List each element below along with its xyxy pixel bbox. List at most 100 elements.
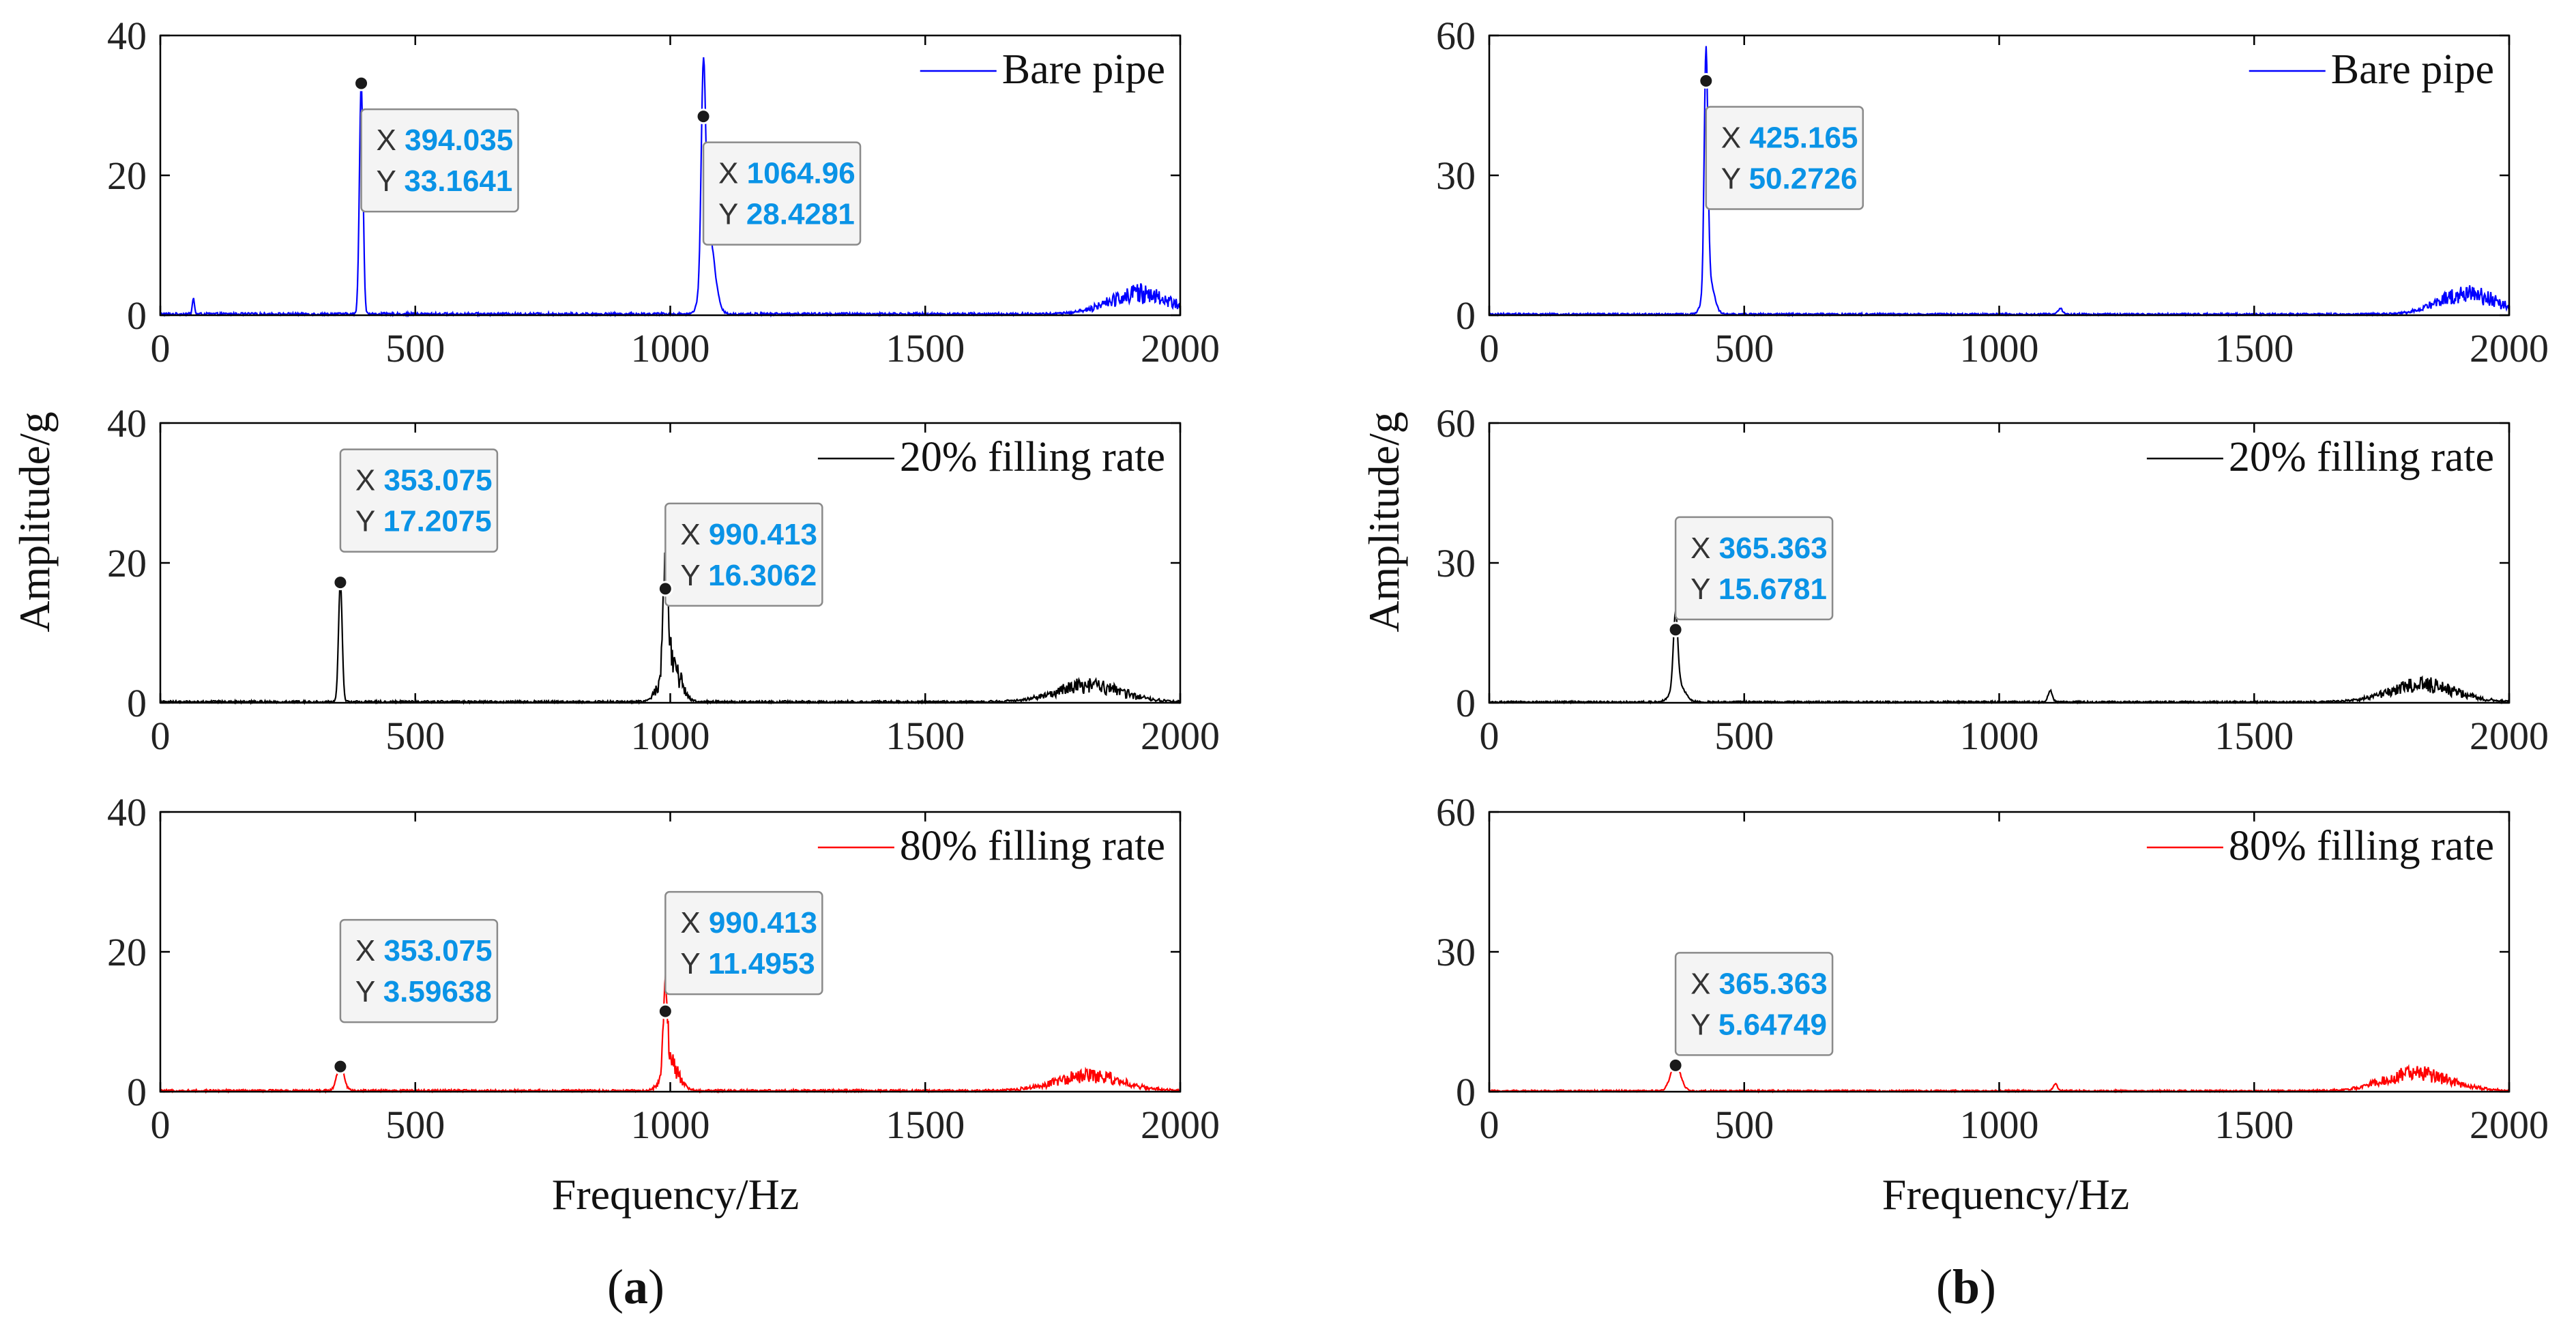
y-tick-label-a-1: 20 (107, 154, 147, 198)
y-tick-label-a-1: 0 (127, 293, 147, 338)
ylabel-a: Amplitude/g (10, 411, 59, 633)
datatip-x-value: 990.413 (709, 906, 817, 940)
y-tick-label-b-1: 30 (1436, 154, 1476, 198)
x-tick-label-b-3: 1000 (1960, 1103, 2039, 1147)
datatip-x-value: 990.413 (709, 518, 817, 551)
datatip-x-label: X (1721, 121, 1750, 154)
datatip-y-row: Y 5.64749 (1690, 1008, 1827, 1041)
datatip-y-label: Y (680, 947, 708, 980)
y-tick-label-b-2: 0 (1456, 681, 1476, 725)
series-line-a-2 (160, 552, 1181, 706)
datatip-b-1-0[interactable]: X 425.165 Y 50.2726 (1698, 72, 1864, 210)
y-tick-label-b-2: 60 (1436, 401, 1476, 446)
datatip-y-label: Y (355, 505, 383, 538)
y-tick-label-b-1: 0 (1456, 293, 1476, 338)
y-tick-label-b-1: 60 (1436, 14, 1476, 58)
datatip-y-label: Y (377, 164, 405, 198)
chart-a-2: 0 500 1000 1500 2000 0 20 40 20% filling rate X 3… (107, 401, 1220, 758)
datatip-y-label: Y (355, 975, 383, 1008)
x-tick-label-a-3: 0 (151, 1103, 171, 1147)
series-line-b-2 (1489, 611, 2510, 705)
x-tick-label-b-3: 0 (1480, 1103, 1499, 1147)
y-tick-label-a-3: 20 (107, 930, 147, 974)
datatip-y-row: Y 33.1641 (377, 164, 513, 198)
datatip-y-row: Y 50.2726 (1721, 162, 1858, 195)
datatip-y-row: Y 28.4281 (718, 198, 855, 231)
y-tick-label-a-1: 40 (107, 14, 147, 58)
datatip-box (1674, 952, 1834, 1056)
datatip-x-value: 425.165 (1749, 121, 1858, 154)
datatip-x-row: X 425.165 (1721, 121, 1858, 154)
x-tick-label-b-2: 2000 (2470, 714, 2549, 758)
datatip-x-label: X (680, 906, 709, 940)
x-tick-label-b-3: 500 (1714, 1103, 1774, 1147)
y-tick-label-b-3: 30 (1436, 930, 1476, 974)
legend-label-a-1: Bare pipe (1002, 46, 1165, 93)
datatip-marker[interactable] (353, 75, 370, 91)
datatip-marker[interactable] (1698, 72, 1714, 89)
datatip-b-3-0[interactable]: X 365.363 Y 5.64749 (1667, 952, 1834, 1073)
datatip-marker[interactable] (332, 575, 349, 591)
ylabel-b: Amplitude/g (1360, 411, 1408, 633)
x-tick-label-b-1: 0 (1480, 326, 1499, 370)
datatip-x-value: 365.363 (1719, 967, 1828, 1000)
datatip-box (339, 448, 499, 553)
datatip-marker[interactable] (1667, 1057, 1684, 1073)
y-tick-label-b-2: 30 (1436, 541, 1476, 585)
datatip-a-1-1[interactable]: X 1064.96Y 28.4281 (695, 108, 862, 246)
x-tick-label-b-3: 1500 (2214, 1103, 2294, 1147)
legend-label-b-3: 80% filling rate (2229, 823, 2494, 869)
legend-label-b-2: 20% filling rate (2229, 434, 2494, 480)
datatip-x-row: X 353.075 (355, 464, 493, 497)
datatip-marker[interactable] (332, 1058, 349, 1075)
datatip-marker[interactable] (1667, 622, 1684, 638)
datatip-y-value: 16.3062 (708, 559, 817, 592)
datatip-y-value: 11.4953 (708, 947, 815, 980)
datatip-x-row: X 365.363 (1690, 967, 1828, 1000)
datatip-marker[interactable] (657, 1003, 673, 1019)
xlabel-a: Frequency/Hz (552, 1170, 800, 1219)
x-tick-label-b-1: 2000 (2470, 326, 2549, 370)
x-tick-label-a-3: 2000 (1141, 1103, 1220, 1147)
chart-a-3: 0 500 1000 1500 2000 0 20 40 80% filling rate X 3… (107, 790, 1220, 1147)
datatip-marker[interactable] (695, 108, 712, 125)
datatip-marker[interactable] (657, 581, 673, 597)
datatip-box (1674, 516, 1834, 621)
datatip-y-value: 50.2726 (1749, 162, 1858, 195)
datatip-y-value: 17.2075 (383, 505, 492, 538)
x-tick-label-b-1: 1000 (1960, 326, 2039, 370)
datatip-x-value: 353.075 (384, 934, 493, 968)
chart-b-3: 0 500 1000 1500 2000 0 30 60 80% filling rate X 3… (1436, 790, 2549, 1147)
datatip-x-label: X (377, 123, 405, 157)
datatip-y-label: Y (718, 198, 746, 231)
legend-label-b-1: Bare pipe (2331, 46, 2494, 93)
x-tick-label-a-1: 1500 (886, 326, 965, 370)
datatip-y-value: 5.64749 (1718, 1008, 1827, 1041)
datatip-x-label: X (680, 518, 709, 551)
x-tick-label-b-2: 0 (1480, 714, 1499, 758)
datatip-x-label: X (1690, 532, 1719, 565)
datatip-x-label: X (355, 464, 384, 497)
datatip-x-row: X 365.363 (1690, 532, 1828, 565)
datatip-y-value: 3.59638 (383, 975, 492, 1008)
datatip-x-label: X (355, 934, 384, 968)
legend-a-1: Bare pipe (920, 46, 1165, 93)
datatip-box (664, 502, 823, 607)
xlabel-b: Frequency/Hz (1882, 1170, 2130, 1219)
y-tick-label-a-3: 40 (107, 790, 147, 834)
panel-label-b: (b) (1936, 1260, 1996, 1314)
datatip-x-label: X (718, 157, 747, 190)
x-tick-label-a-1: 2000 (1141, 326, 1220, 370)
datatip-x-value: 353.075 (384, 464, 493, 497)
x-tick-label-a-2: 1000 (631, 714, 710, 758)
series-line-a-3 (160, 975, 1181, 1094)
x-tick-label-b-2: 1000 (1960, 714, 2039, 758)
datatip-y-value: 15.6781 (1718, 572, 1827, 606)
